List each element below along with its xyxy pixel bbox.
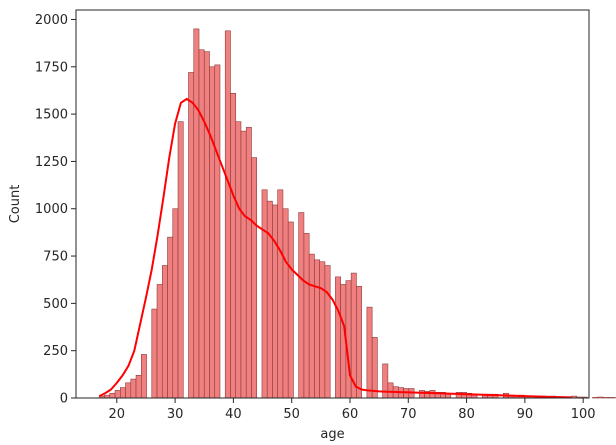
x-axis-label: age [320,427,344,442]
x-tick-label: 80 [458,407,475,422]
histogram-bar [308,253,315,399]
histogram-bar [140,354,147,399]
histogram-bar [287,221,294,399]
x-tick-label: 90 [517,407,534,422]
histogram-bars [99,28,616,399]
histogram-bar [607,397,614,399]
histogram-bar [592,397,599,399]
histogram-bar [167,236,174,399]
histogram-bar [114,390,121,399]
y-tick-label: 1250 [35,155,68,170]
y-axis-ticks: 0 250 500 750 1000 1250 1500 1750 2000 [35,13,76,407]
histogram-bar [240,130,247,399]
histogram-bar [188,72,195,399]
histogram-bar [324,265,331,399]
histogram-bar [135,374,142,399]
x-tick-label: 40 [225,407,242,422]
histogram-bar [335,276,341,399]
histogram-bar [120,387,126,399]
histogram-bar [277,189,284,399]
histogram-bar [109,392,116,399]
histogram-bar [282,208,289,399]
histogram-bar [298,212,305,399]
histogram-bar [230,92,237,399]
y-tick-label: 1000 [35,202,68,217]
histogram-bar [156,284,163,399]
kde-curve [98,97,572,399]
histogram-bar [272,204,279,399]
histogram-bar [319,261,326,399]
histogram-bar [130,378,137,399]
histogram-bar [303,233,310,399]
y-tick-label: 750 [43,250,68,265]
histogram-bar [235,121,242,399]
histogram-bar [602,397,609,399]
histogram-bar [125,382,132,399]
y-tick-label: 250 [43,344,68,359]
x-tick-label: 100 [571,407,596,422]
histogram-bar [387,382,394,399]
x-tick-label: 20 [109,407,126,422]
y-tick-label: 2000 [35,13,68,28]
histogram-bar [366,306,373,399]
histogram-bar [251,157,258,399]
histogram-bar [356,286,362,399]
histogram-bar [261,189,268,399]
histogram-bar [419,390,425,399]
y-tick-label: 500 [43,297,68,312]
x-tick-label: 50 [283,407,300,422]
histogram-bar [429,390,436,399]
y-axis-label: Count [8,185,23,224]
x-tick-label: 60 [342,407,359,422]
histogram-bar [224,30,231,399]
histogram-bar [177,121,184,399]
histogram-bar [314,259,320,399]
y-tick-label: 1750 [35,60,68,75]
histogram-bar [245,127,252,399]
histogram-bar [172,208,179,399]
histogram-bar [193,28,200,399]
plot-frame [75,9,590,399]
histogram-bar [371,337,378,399]
histogram-bar [203,51,210,399]
histogram-bar [209,66,216,399]
x-axis-ticks: 20 30 40 50 60 70 80 90 100 [109,398,596,422]
histogram-bar [198,49,205,399]
y-tick-label: 1500 [35,108,68,123]
histogram-bar [214,64,221,399]
histogram-bar [597,396,604,399]
x-tick-label: 30 [167,407,184,422]
x-tick-label: 70 [400,407,417,422]
y-tick-label: 0 [60,392,68,407]
histogram-bar [161,265,168,399]
histogram-bar [382,363,389,399]
histogram-bar [151,308,158,399]
histogram-bar [266,200,273,399]
